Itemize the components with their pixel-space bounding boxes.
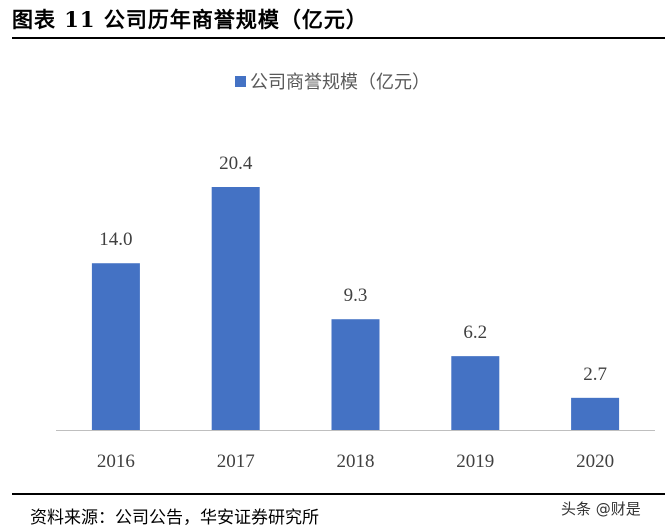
bar-2017 [211, 187, 260, 430]
bar-2016 [91, 263, 140, 430]
source-note: 资料来源：公司公告，华安证券研究所 [30, 508, 319, 528]
data-label-2019: 6.2 [463, 322, 487, 343]
legend-swatch [235, 76, 246, 87]
source-divider [12, 493, 665, 495]
title-divider [12, 37, 665, 39]
bar-2020 [571, 397, 620, 430]
x-tick-label-2019: 2019 [456, 451, 494, 472]
x-tick-label-2016: 2016 [97, 451, 135, 472]
x-tick-label-2017: 2017 [217, 451, 255, 472]
data-label-2018: 9.3 [344, 285, 368, 306]
legend-label: 公司商誉规模（亿元） [250, 72, 430, 93]
data-label-2016: 14.0 [99, 229, 132, 250]
watermark: 头条 @财是 [561, 500, 641, 518]
bar-2018 [331, 319, 380, 430]
bar-2019 [451, 356, 500, 430]
x-tick-label-2018: 2018 [337, 451, 375, 472]
figure-title: 图表 11 公司历年商誉规模（亿元） [12, 7, 368, 32]
data-label-2020: 2.7 [583, 364, 607, 385]
legend: 公司商誉规模（亿元） [0, 68, 665, 94]
data-label-2017: 20.4 [219, 153, 253, 174]
x-tick-label-2020: 2020 [576, 451, 614, 472]
